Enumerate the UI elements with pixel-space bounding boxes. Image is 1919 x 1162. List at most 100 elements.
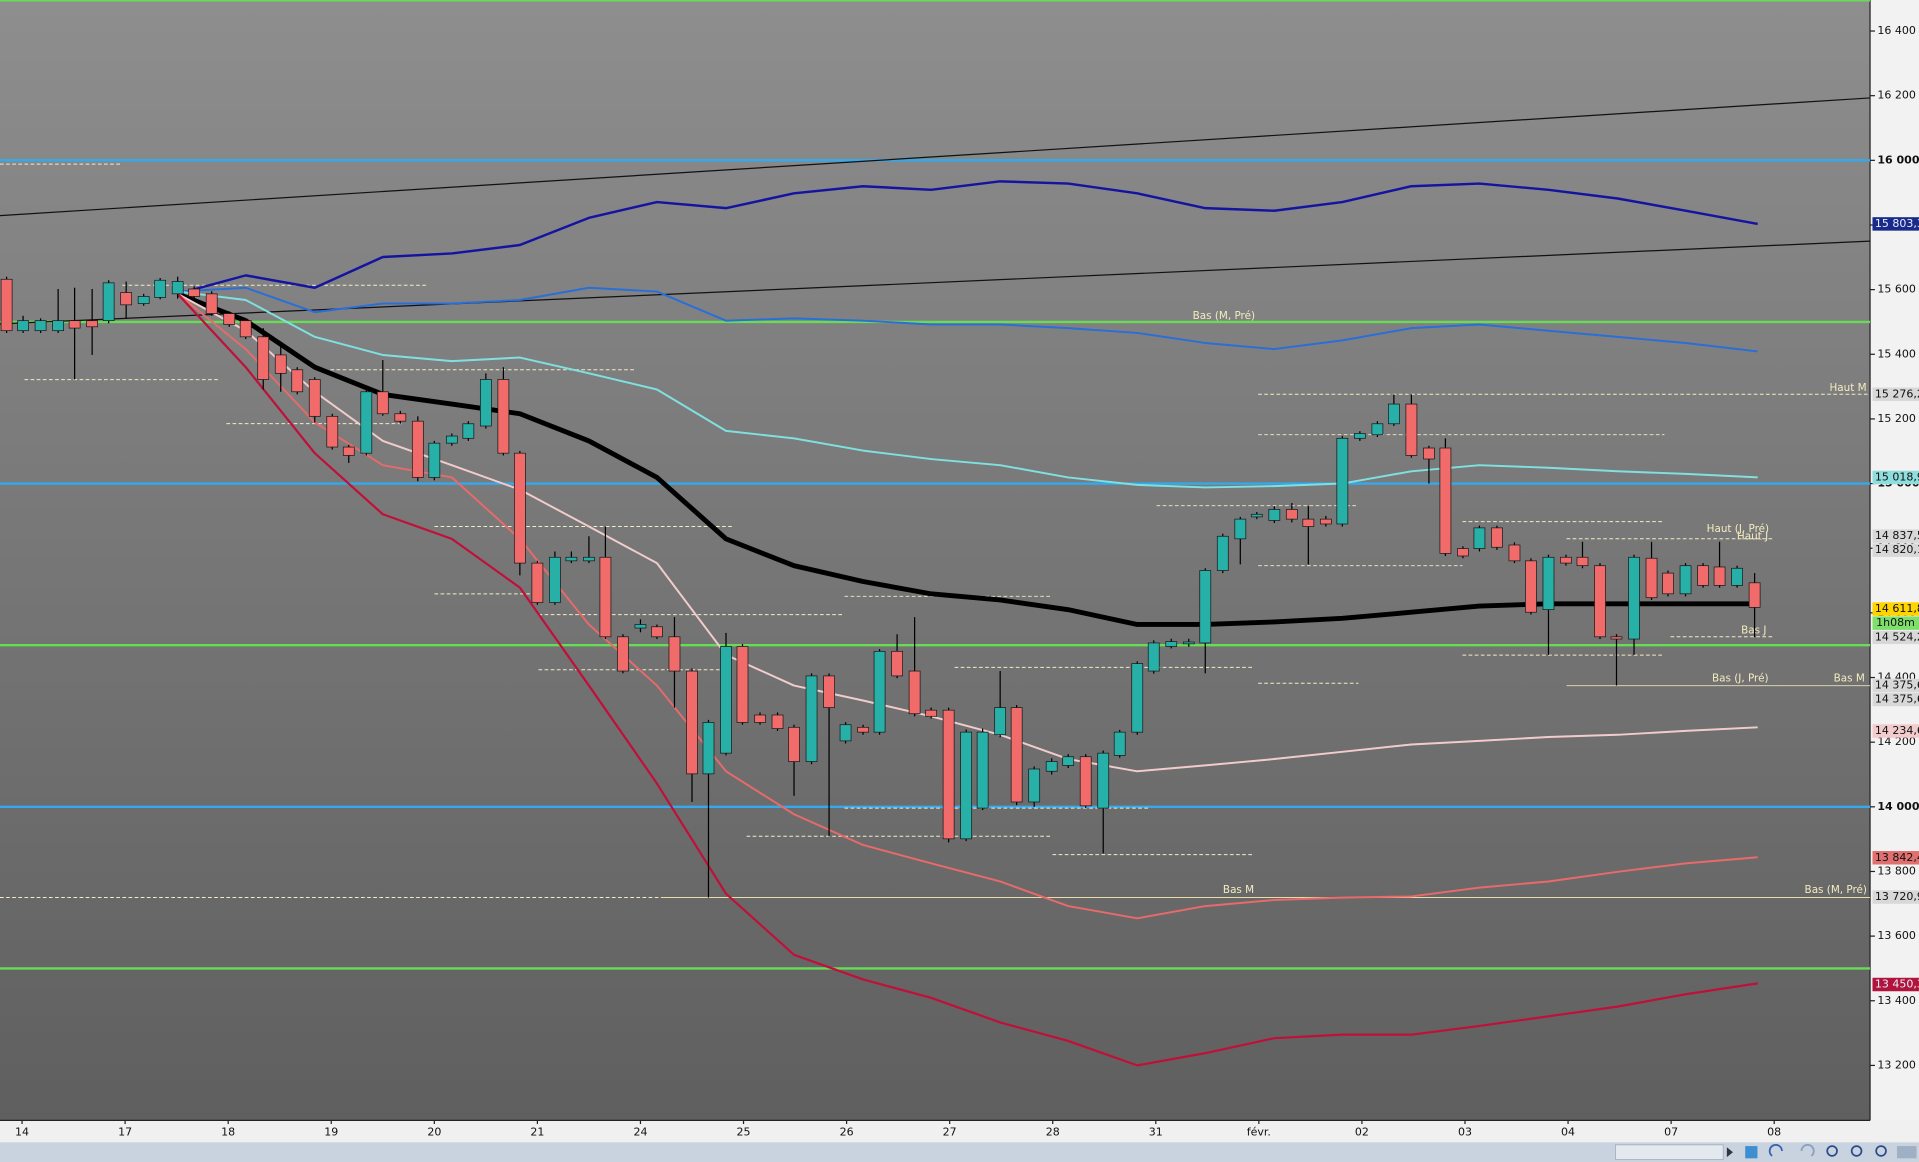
scroll-arrow[interactable] <box>1726 1147 1733 1158</box>
zoom-in-icon[interactable] <box>1875 1145 1887 1157</box>
price-label-box <box>1872 543 1919 557</box>
candle-body <box>1594 565 1606 638</box>
x-tick-label: 31 <box>1149 1126 1163 1139</box>
candle-body <box>1748 582 1761 608</box>
candle-body <box>1285 509 1298 520</box>
candle-body <box>891 650 903 677</box>
candle-body <box>102 282 115 322</box>
y-tick-label: 16 000 <box>1877 153 1919 166</box>
price-label: 14 611,8 <box>1875 602 1919 615</box>
candle-body <box>0 278 13 332</box>
candle-body <box>873 650 886 733</box>
undo-icon[interactable] <box>1768 1143 1783 1157</box>
y-tick-label: 13 800 <box>1877 864 1915 877</box>
price-label: 14 375,6 <box>1875 678 1919 691</box>
candle-body <box>1473 527 1486 549</box>
price-label-box <box>1872 217 1919 231</box>
price-label-box <box>1872 630 1919 645</box>
price-label-box <box>1872 470 1919 485</box>
candle-body <box>86 320 99 328</box>
scrollbar-thumb[interactable] <box>1615 1144 1724 1160</box>
candle-body <box>120 292 133 306</box>
candle-body <box>1216 535 1229 571</box>
annotation: Haut (J, Pré) <box>1707 523 1769 535</box>
y-tick-label: 13 600 <box>1877 929 1915 942</box>
price-label: 13 450,3 <box>1875 978 1919 991</box>
y-tick-label: 14 000 <box>1877 800 1919 813</box>
price-label: 15 018,9 <box>1875 470 1919 483</box>
candle-body <box>1576 556 1589 567</box>
candle-body <box>720 646 732 754</box>
candle-body <box>1045 761 1058 772</box>
candle-body <box>411 420 424 478</box>
candle-body <box>428 442 441 478</box>
candle-body <box>1353 433 1366 439</box>
candle-body <box>1062 756 1075 766</box>
price-label-box <box>1872 602 1919 616</box>
candle-body <box>17 320 29 332</box>
candle-body <box>994 707 1007 736</box>
scrollbar-track <box>0 1142 1919 1162</box>
indicator-line <box>177 286 1758 353</box>
candle-body <box>68 320 81 329</box>
candle-body <box>1628 556 1640 640</box>
candle-body <box>754 714 766 723</box>
candle-body <box>1697 565 1709 586</box>
candle-body <box>479 379 492 427</box>
candle-body <box>634 624 647 629</box>
price-label-box <box>1872 851 1919 865</box>
candle-body <box>513 452 526 564</box>
indicator-line <box>176 293 1758 1067</box>
candles <box>0 276 1761 898</box>
candle-body <box>599 556 612 638</box>
x-tick-label: 26 <box>840 1126 854 1139</box>
candle-body <box>34 320 47 332</box>
level-dashes <box>0 163 1871 899</box>
toolbar-icon[interactable] <box>1745 1146 1758 1159</box>
annotation: Bas (J, Pré) <box>1712 672 1769 684</box>
candle-body <box>1423 447 1435 460</box>
plot-background <box>0 0 1871 1121</box>
candle-body <box>1250 513 1263 518</box>
x-tick-label: 18 <box>221 1126 235 1139</box>
indicator-line <box>176 291 1758 627</box>
annotation: Bas M <box>1223 884 1254 896</box>
y-tick-label: 13 400 <box>1877 994 1915 1007</box>
candle-body <box>308 379 321 417</box>
y-tick-label: 15 200 <box>1877 412 1915 425</box>
candle-body <box>1302 518 1315 527</box>
candle-body <box>1079 756 1092 807</box>
countdown-box <box>1872 616 1919 630</box>
countdown: 1h08m <box>1876 616 1915 629</box>
candle-body <box>239 320 252 338</box>
redo-icon[interactable] <box>1800 1143 1815 1157</box>
candle-body <box>154 279 167 298</box>
zoom-out-icon[interactable] <box>1850 1145 1863 1157</box>
level-markers <box>0 163 1871 899</box>
annotation: Haut J <box>1737 530 1768 542</box>
candle-body <box>788 726 800 762</box>
indicator-line <box>177 293 1758 920</box>
candle-body <box>1610 636 1623 640</box>
candle-body <box>1491 527 1503 548</box>
candle-body <box>223 313 236 325</box>
scrollbar <box>0 1142 1919 1162</box>
price-label: 14 375,6 <box>1875 692 1919 705</box>
candle-body <box>1713 566 1726 586</box>
candle-body <box>976 731 989 809</box>
indicator-line <box>177 290 1758 489</box>
x-tick-label: 14 <box>15 1126 29 1139</box>
candle-body <box>942 709 955 840</box>
candle-body <box>1336 437 1349 525</box>
candle-body <box>205 293 218 314</box>
menu-icon[interactable] <box>1896 1146 1917 1159</box>
candle-body <box>1268 509 1281 521</box>
candle-body <box>1147 642 1160 672</box>
x-tick-label: 24 <box>633 1126 647 1139</box>
zoom-icon[interactable] <box>1826 1145 1838 1157</box>
candle-body <box>1662 572 1674 595</box>
candle-body <box>1199 570 1212 644</box>
candle-body <box>137 296 150 304</box>
x-tick-label: 17 <box>118 1126 132 1139</box>
